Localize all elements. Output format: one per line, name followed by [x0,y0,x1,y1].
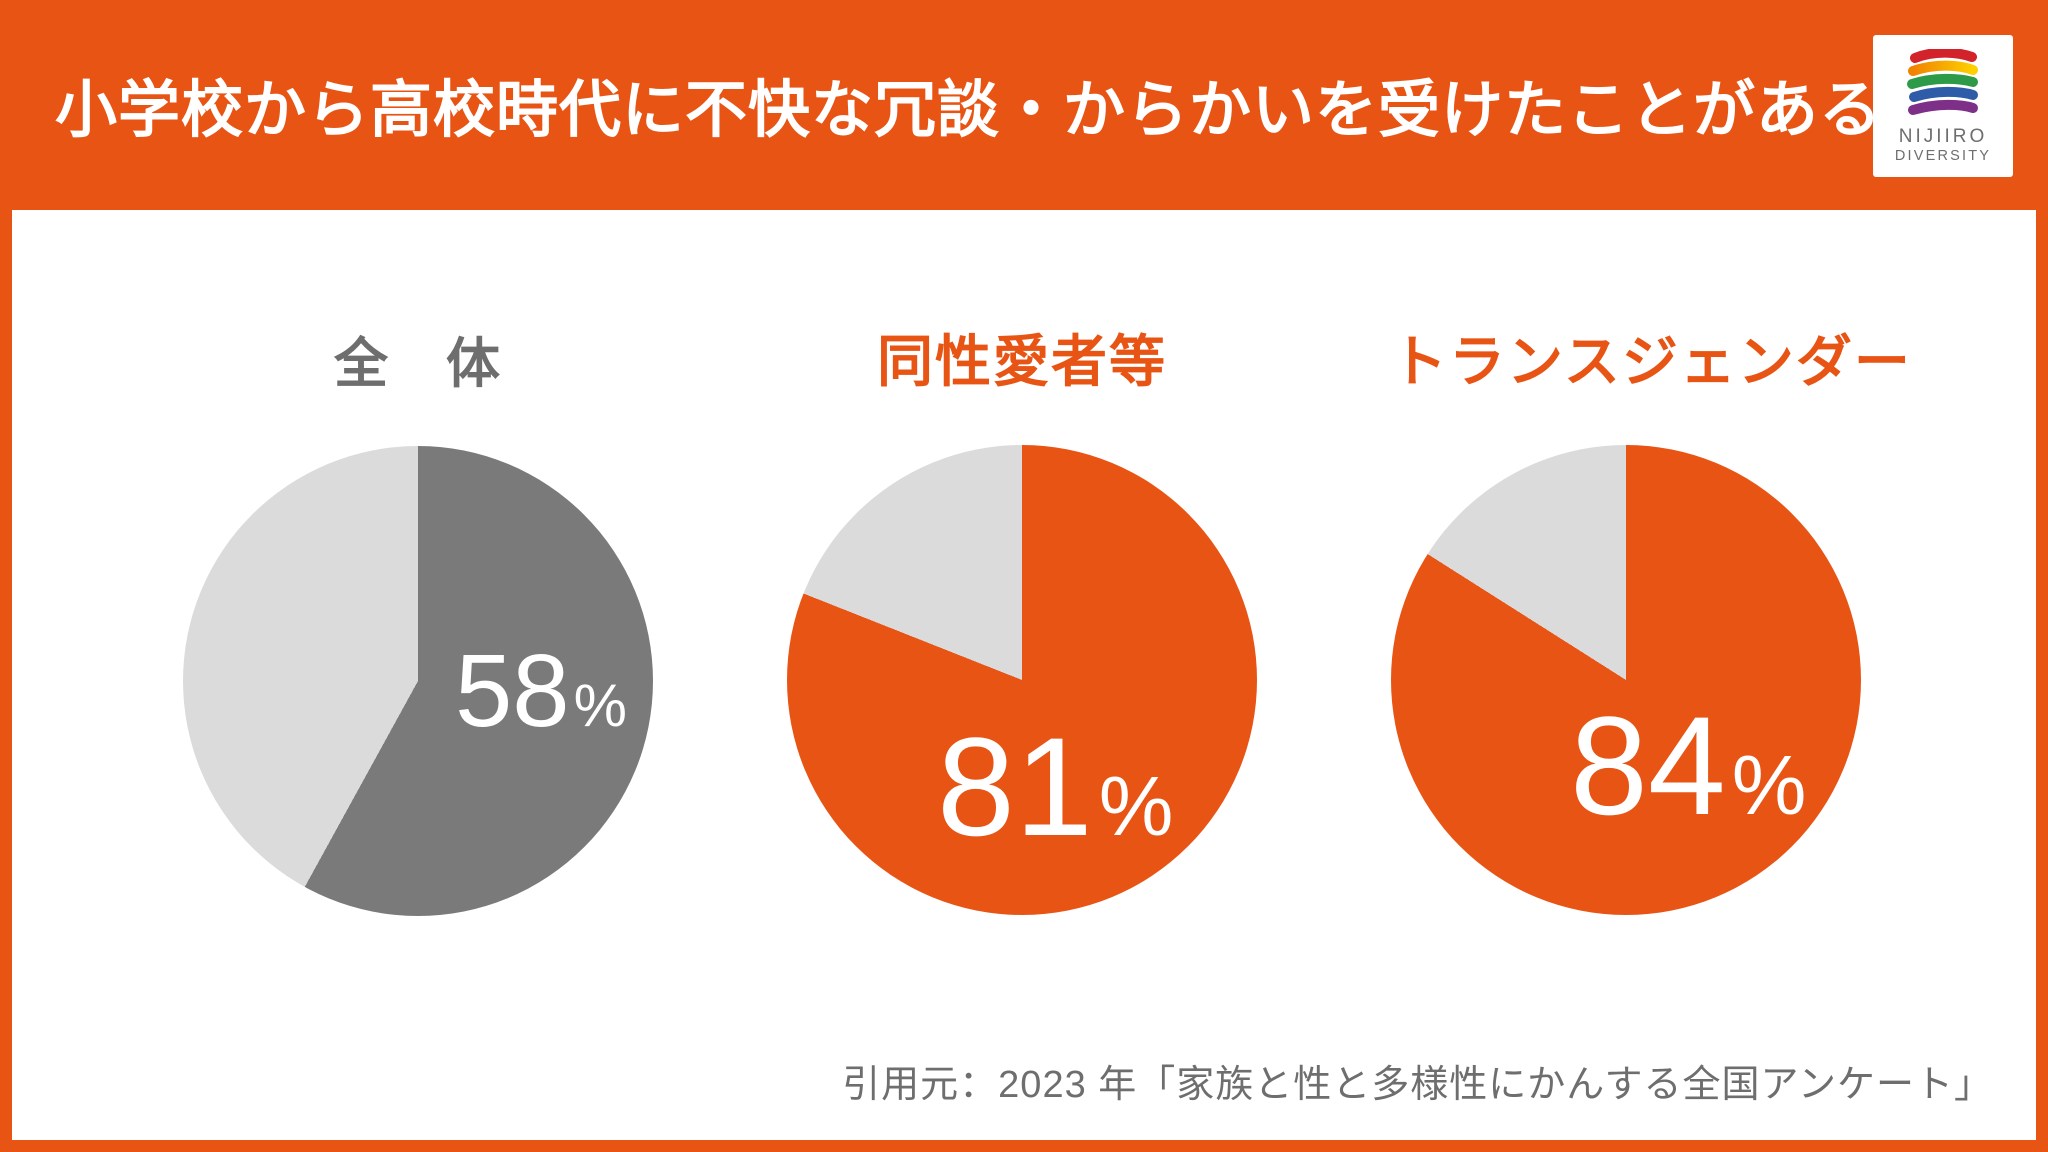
pie-title-homosexual-etc: 同性愛者等 [877,330,1167,393]
pie-value-label: 84 % [1570,696,1806,836]
pie-value-number: 58 [455,633,570,748]
source-citation: 引用元：2023 年「家族と性と多様性にかんする全国アンケート」 [842,1064,1993,1106]
pie-value-number: 84 [1570,687,1726,844]
logo-text-line2: DIVERSITY [1894,147,1992,164]
page-title: 小学校から高校時代に不快な冗談・からかいを受けたことがある [55,76,1883,145]
rainbow-ribbon-icon [1907,49,1978,115]
pie-title-overall: 全 体 [334,334,502,394]
pie-value-label: 58 % [455,639,627,742]
pie-chart-homosexual-etc: 81 % [787,445,1257,915]
pie-title-transgender: トランスジェンダー [1391,330,1912,393]
header-band: 小学校から高校時代に不快な冗談・からかいを受けたことがある NIJIIRO DI… [0,0,2048,210]
pie-value-number: 81 [937,708,1093,865]
percent-sign: % [573,672,627,739]
percent-sign: % [1098,759,1174,853]
logo-text-line1: NIJIIRO [1898,126,1988,147]
pie-value-label: 81 % [937,717,1173,857]
pie-chart-transgender: 84 % [1391,445,1861,915]
pie-chart-overall: 58 % [183,446,653,916]
nijiiro-diversity-logo: NIJIIRO DIVERSITY [1873,35,2013,177]
content-panel: 全 体 58 % 同性愛者等 81 % トランスジェンダー 84 % 引用元：2… [12,210,2036,1140]
percent-sign: % [1731,738,1807,832]
